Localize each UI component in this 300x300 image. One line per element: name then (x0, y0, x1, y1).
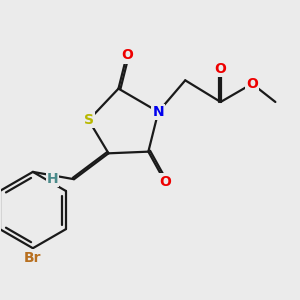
Text: Br: Br (24, 250, 42, 265)
Text: S: S (84, 113, 94, 127)
Text: H: H (46, 172, 58, 186)
Text: N: N (152, 105, 164, 119)
Text: O: O (215, 62, 226, 76)
Text: O: O (159, 175, 171, 188)
Text: O: O (121, 48, 133, 62)
Text: O: O (246, 77, 258, 91)
